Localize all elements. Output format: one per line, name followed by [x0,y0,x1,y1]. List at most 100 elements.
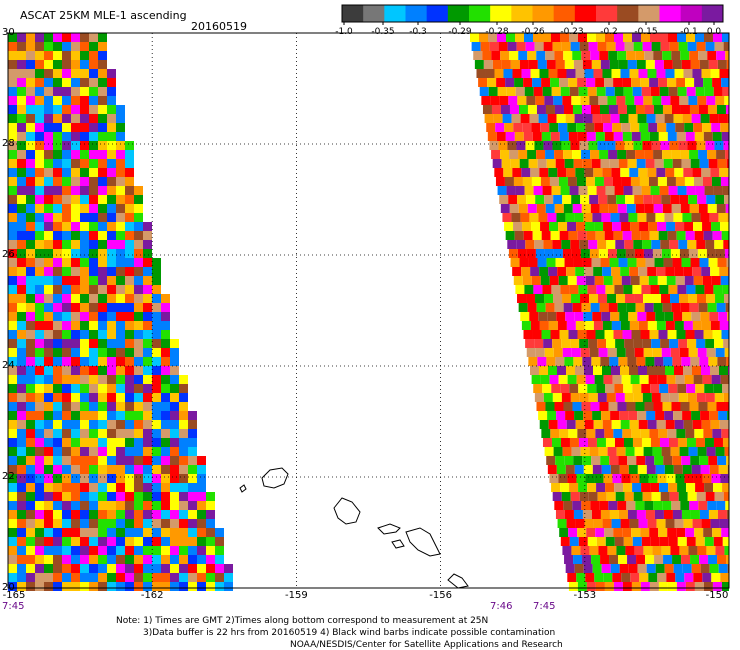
swath-cell [713,285,723,294]
swath-cell [80,429,89,438]
swath-cell [644,402,654,411]
swath-cell [161,375,170,384]
swath-cell [663,357,673,366]
swath-cell [652,96,662,105]
swath-cell [80,366,89,375]
swath-cell [170,402,179,411]
swath-cell [609,60,619,69]
swath-cell [26,312,35,321]
swath-cell [125,249,134,258]
swath-cell [726,357,729,366]
swath-cell [685,330,695,339]
swath-cell [506,87,516,96]
swath-cell [623,186,633,195]
swath-cell [35,555,44,564]
swath-cell [80,60,89,69]
swath-cell [709,213,719,222]
swath-cell [519,159,529,168]
swath-cell [89,474,98,483]
swath-cell [713,384,723,393]
swath-cell [570,339,580,348]
swath-cell [593,366,602,375]
swath-cell [107,159,116,168]
swath-cell [71,528,80,537]
swath-cell [107,573,116,582]
swath-cell [152,402,161,411]
swath-cell [684,276,694,285]
swath-cell [656,168,666,177]
swath-cell [80,42,89,51]
swath-cell [656,267,666,276]
swath-cell [675,375,685,384]
swath-cell [584,321,594,330]
swath-cell [534,240,544,249]
swath-cell [711,573,721,582]
swath-cell [614,483,624,492]
swath-cell [675,177,685,186]
swath-cell [647,321,657,330]
swath-cell [638,420,648,429]
swath-cell [62,348,71,357]
swath-cell [526,195,536,204]
swath-cell [107,546,116,555]
swath-cell [80,276,89,285]
swath-cell [116,141,125,150]
swath-cell [80,420,89,429]
swath-cell [143,294,152,303]
swath-cell [44,249,53,258]
swath-cell [8,132,17,141]
swath-cell [89,69,98,78]
swath-cell [550,330,560,339]
color-scale-tick: -1.0 [335,27,353,37]
swath-cell [44,60,53,69]
swath-cell [637,114,647,123]
swath-cell [53,420,62,429]
swath-cell [89,51,98,60]
swath-cell [17,240,26,249]
swath-cell [179,546,188,555]
swath-cell [725,51,729,60]
swath-cell [80,582,89,591]
swath-cell [98,339,107,348]
swath-cell [536,204,546,213]
swath-cell [26,348,35,357]
swath-cell [533,384,543,393]
swath-cell [35,537,44,546]
swath-cell [197,519,206,528]
swath-cell [188,411,197,420]
swath-cell [629,519,639,528]
swath-cell [692,321,702,330]
swath-cell [53,123,62,132]
swath-cell [567,177,577,186]
swath-cell [660,492,670,501]
swath-cell [8,348,17,357]
swath-cell [62,96,71,105]
swath-cell [89,276,98,285]
swath-cell [507,141,517,150]
swath-cell [725,501,729,510]
swath-cell [179,465,188,474]
swath-cell [596,186,606,195]
swath-cell [35,51,44,60]
swath-cell [71,249,80,258]
swath-cell [638,321,648,330]
swath-cell [636,456,646,465]
swath-cell [188,447,197,456]
swath-cell [588,141,598,150]
swath-cell [665,420,675,429]
swath-cell [116,546,125,555]
swath-cell [627,555,637,564]
swath-cell [44,231,53,240]
swath-cell [555,456,565,465]
swath-cell [179,474,188,483]
swath-cell [499,195,509,204]
swath-cell [80,78,89,87]
swath-cell [116,339,125,348]
swath-cell [567,123,577,132]
swath-cell [627,456,637,465]
swath-cell [215,555,224,564]
swath-cell [716,204,726,213]
swath-cell [17,339,26,348]
swath-cell [609,510,619,519]
swath-cell [62,483,71,492]
